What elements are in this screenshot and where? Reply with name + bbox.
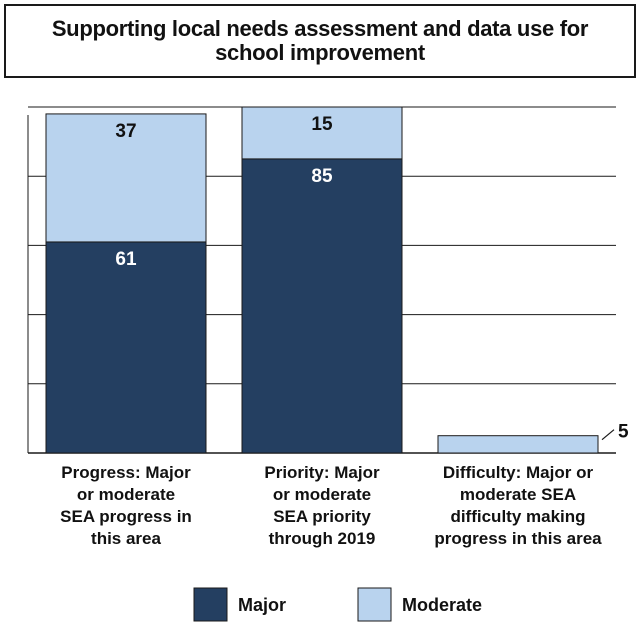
bar-major-1 [45,241,207,454]
category-label-line: through 2019 [269,529,376,548]
category-label-line: SEA progress in [60,507,192,526]
chart-title-box: Supporting local needs assessment and da… [4,4,636,78]
bar-major-2 [241,158,403,454]
category-label-line: Progress: Major [61,463,191,482]
data-label-leader-3 [601,429,615,441]
category-label-line: progress in this area [434,529,602,548]
data-label-moderate-3: 5 [618,422,629,443]
category-label-line: or moderate [77,485,175,504]
category-label-line: Difficulty: Major or [443,463,594,482]
data-label-major-2: 85 [311,166,333,187]
category-label-line: difficulty making [450,507,585,526]
legend-label-major: Major [238,595,286,615]
bar-moderate-3 [437,435,599,454]
legend-swatch-moderate [357,587,392,622]
data-label-major-1: 61 [115,249,137,270]
legend-label-moderate: Moderate [402,595,482,615]
data-label-moderate-2: 15 [311,114,333,135]
data-label-moderate-1: 37 [115,121,136,142]
category-label-line: this area [91,529,161,548]
category-label-line: SEA priority [273,507,371,526]
category-label-line: or moderate [273,485,371,504]
chart-title: Supporting local needs assessment and da… [51,16,589,65]
bar-moderate-2 [241,106,403,160]
category-label-line: Priority: Major [264,463,380,482]
category-label-line: moderate SEA [460,485,576,504]
legend-swatch-major [193,587,228,622]
bar-moderate-1 [45,113,207,243]
